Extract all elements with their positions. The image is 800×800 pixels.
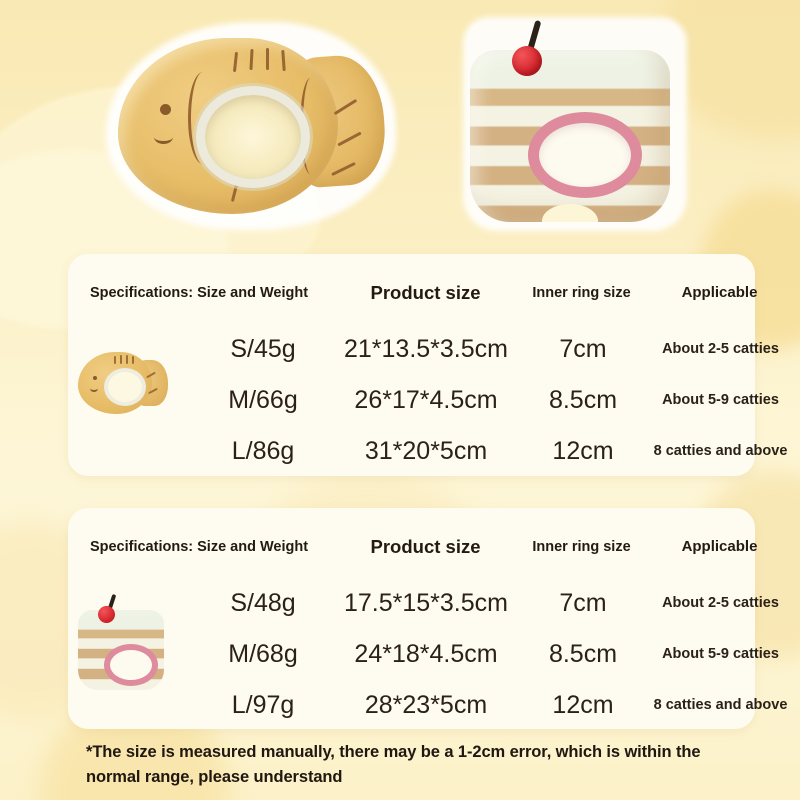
cell-size: L/86g <box>231 437 295 465</box>
cell-size: S/48g <box>230 589 296 617</box>
cell-product-size: 28*23*5cm <box>364 691 488 719</box>
header-applicable: Applicable <box>681 538 758 555</box>
fish-eye-icon <box>160 104 171 115</box>
cell-product-size: 31*20*5cm <box>364 437 488 465</box>
table-row: S/48g 17.5*15*3.5cm 7cm About 2-5 cattie… <box>68 583 779 623</box>
fish-thumb-dash-3 <box>126 355 128 364</box>
fish-thumb-mouth-icon <box>90 385 98 392</box>
table-row: L/86g 31*20*5cm 12cm 8 catties and above <box>68 431 788 471</box>
fish-top-dash-3 <box>266 48 269 70</box>
cell-product-size: 21*13.5*3.5cm <box>343 335 508 363</box>
fish-mouth-icon <box>154 130 173 144</box>
cake-pet-collar-image <box>463 17 687 231</box>
fish-thumb-dash-4 <box>132 356 134 364</box>
header-specifications: Specifications: Size and Weight <box>89 285 309 301</box>
header-inner-ring-size: Inner ring size <box>532 539 631 555</box>
hero-product-images <box>0 0 800 250</box>
table-row: L/97g 28*23*5cm 12cm 8 catties and above <box>68 685 788 725</box>
cell-size: M/68g <box>228 640 298 668</box>
cake-spec-card: Specifications: Size and Weight Product … <box>68 508 788 729</box>
cell-applicable: 8 catties and above <box>653 443 788 459</box>
header-inner-ring-size: Inner ring size <box>532 285 631 301</box>
cake-bottom-notch <box>542 204 598 222</box>
header-specifications: Specifications: Size and Weight <box>89 539 309 555</box>
header-product-size: Product size <box>370 282 481 303</box>
fish-thumb-inner-ring <box>104 368 146 406</box>
cell-product-size: 24*18*4.5cm <box>354 640 498 668</box>
cell-product-size: 17.5*15*3.5cm <box>343 589 508 617</box>
header-applicable: Applicable <box>681 284 758 301</box>
cell-inner-ring-size: 8.5cm <box>548 640 618 668</box>
cell-inner-ring-size: 8.5cm <box>548 386 618 414</box>
cake-table-header-row: Specifications: Size and Weight Product … <box>68 534 757 560</box>
fish-spec-card: Specifications: Size and Weight Product … <box>68 254 788 476</box>
cell-size: S/45g <box>230 335 296 363</box>
cell-applicable: About 5-9 catties <box>662 392 779 408</box>
cell-size: L/97g <box>231 691 295 719</box>
table-row: S/45g 21*13.5*3.5cm 7cm About 2-5 cattie… <box>68 329 779 369</box>
cell-inner-ring-size: 12cm <box>552 437 614 465</box>
fish-taiyaki-thumbnail <box>76 346 172 422</box>
fish-table-header-row: Specifications: Size and Weight Product … <box>68 280 757 306</box>
cake-thumb-cherry-icon <box>98 606 115 623</box>
table-row: M/66g 26*17*4.5cm 8.5cm About 5-9 cattie… <box>68 380 779 420</box>
fish-thumb-eye-icon <box>93 376 97 380</box>
cell-inner-ring-size: 7cm <box>559 335 607 363</box>
fish-gill-stitch <box>188 72 213 164</box>
table-row: M/68g 24*18*4.5cm 8.5cm About 5-9 cattie… <box>68 634 779 674</box>
cell-inner-ring-size: 12cm <box>552 691 614 719</box>
fish-thumb-dash-1 <box>114 356 116 364</box>
cell-size: M/66g <box>228 386 298 414</box>
cell-applicable: About 2-5 catties <box>662 595 779 611</box>
cell-applicable: 8 catties and above <box>653 697 788 713</box>
cake-inner-ring-opening <box>528 112 642 198</box>
cake-thumbnail <box>76 593 168 696</box>
header-product-size: Product size <box>370 536 481 557</box>
measurement-disclaimer-note: *The size is measured manually, there ma… <box>86 743 701 786</box>
fish-thumb-dash-2 <box>120 355 122 364</box>
cell-product-size: 26*17*4.5cm <box>354 386 498 414</box>
cell-applicable: About 5-9 catties <box>662 646 779 662</box>
cherry-icon <box>512 46 542 76</box>
cell-inner-ring-size: 7cm <box>559 589 607 617</box>
cell-applicable: About 2-5 catties <box>662 341 779 357</box>
fish-inner-ring-opening <box>196 86 310 188</box>
fish-taiyaki-pet-collar-image <box>106 22 396 230</box>
cake-thumb-inner-ring <box>104 644 158 686</box>
